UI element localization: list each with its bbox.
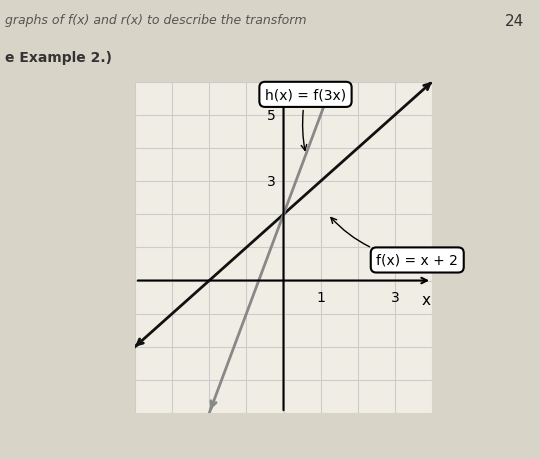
Text: e Example 2.): e Example 2.): [5, 50, 112, 64]
Text: graphs of f(x) and r(x) to describe the transform: graphs of f(x) and r(x) to describe the …: [5, 14, 307, 27]
Text: h(x) = f(3x): h(x) = f(3x): [265, 88, 346, 151]
Text: 24: 24: [504, 14, 524, 29]
Text: 5: 5: [267, 109, 276, 123]
Text: 3: 3: [267, 175, 276, 189]
Text: y: y: [289, 86, 298, 101]
Text: 3: 3: [390, 291, 399, 305]
Text: f(x) = x + 2: f(x) = x + 2: [331, 218, 458, 268]
Text: 1: 1: [316, 291, 325, 305]
Text: x: x: [421, 292, 430, 308]
